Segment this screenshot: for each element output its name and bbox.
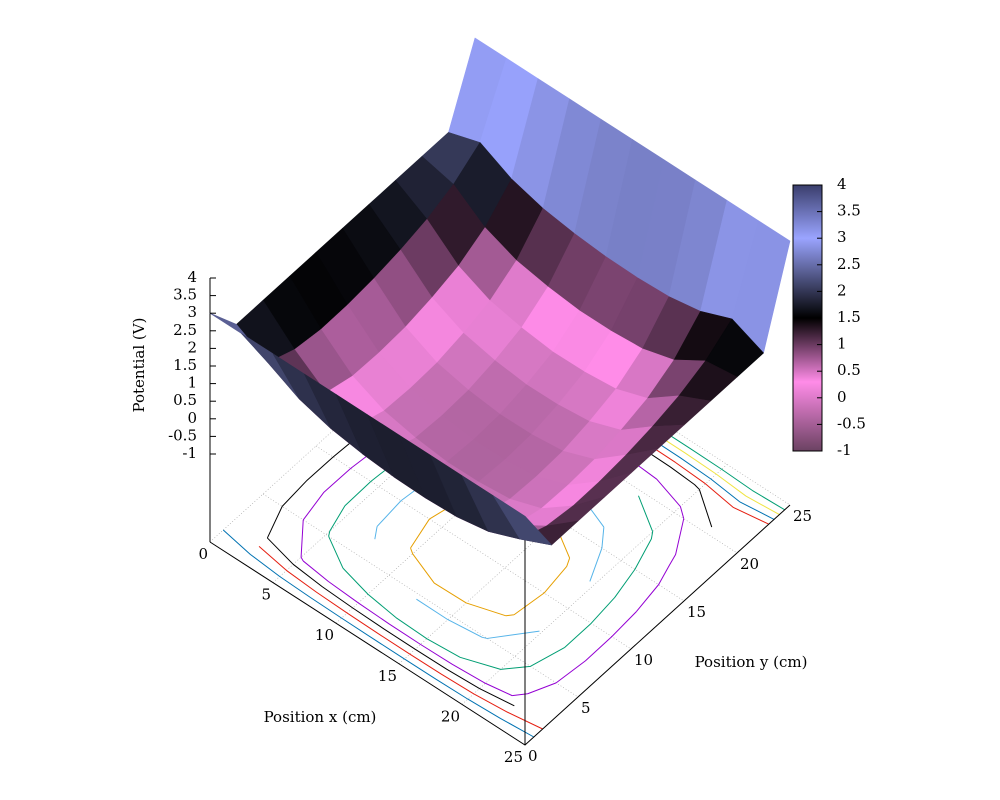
colorbar-tick-label: 1.5 bbox=[837, 308, 861, 326]
grid-line bbox=[315, 445, 632, 650]
z-tick-label: 0 bbox=[187, 409, 197, 427]
x-tick-label: 25 bbox=[504, 748, 523, 766]
surface-patch bbox=[493, 495, 552, 546]
z-tick-label: 1 bbox=[187, 374, 197, 392]
colorbar-tick-label: -1 bbox=[837, 441, 852, 459]
y-tick-label: 10 bbox=[634, 651, 653, 669]
x-axis-title: Position x (cm) bbox=[264, 708, 377, 726]
z-tick-label: 3.5 bbox=[173, 286, 197, 304]
z-tick-label: 1.5 bbox=[173, 356, 197, 374]
z-tick-label: 0.5 bbox=[173, 391, 197, 409]
grid-line bbox=[368, 397, 685, 602]
colorbar-tick-label: 2 bbox=[837, 281, 847, 299]
z-tick-label: 2.5 bbox=[173, 321, 197, 339]
grid-line bbox=[474, 301, 791, 506]
z-tick-label: -0.5 bbox=[168, 426, 197, 444]
x-tick-label: 0 bbox=[198, 545, 208, 563]
y-tick-label: 25 bbox=[793, 507, 812, 525]
x-tick-label: 15 bbox=[378, 667, 397, 685]
colorbar-tick-label: 4 bbox=[837, 175, 847, 193]
colorbar-tick-label: 2.5 bbox=[837, 255, 861, 273]
y-tick-label: 20 bbox=[740, 555, 759, 573]
colorbar-tick-label: 0 bbox=[837, 388, 847, 406]
y-tick-label: 5 bbox=[581, 699, 591, 717]
colorbar-tick-label: 1 bbox=[837, 335, 847, 353]
colorbar-tick-label: 3 bbox=[837, 228, 847, 246]
colorbar-tick-label: -0.5 bbox=[837, 414, 866, 432]
z-tick-label: 4 bbox=[187, 268, 197, 286]
y-tick-label: 0 bbox=[528, 747, 538, 765]
y-tick-label: 15 bbox=[687, 603, 706, 621]
z-tick-label: -1 bbox=[182, 444, 197, 462]
z-tick-label: 2 bbox=[187, 338, 197, 356]
grid-line bbox=[461, 464, 728, 705]
colorbar-tick-label: 0.5 bbox=[837, 361, 861, 379]
z-axis-title: Potential (V) bbox=[130, 318, 148, 413]
colorbar-tick-label: 3.5 bbox=[837, 202, 861, 220]
x-tick-label: 10 bbox=[315, 626, 334, 644]
grid-line bbox=[421, 349, 738, 554]
z-tick-label: 3 bbox=[187, 303, 197, 321]
y-axis-title: Position y (cm) bbox=[695, 653, 808, 671]
x-tick-label: 5 bbox=[261, 586, 271, 604]
x-tick-label: 20 bbox=[441, 707, 460, 725]
